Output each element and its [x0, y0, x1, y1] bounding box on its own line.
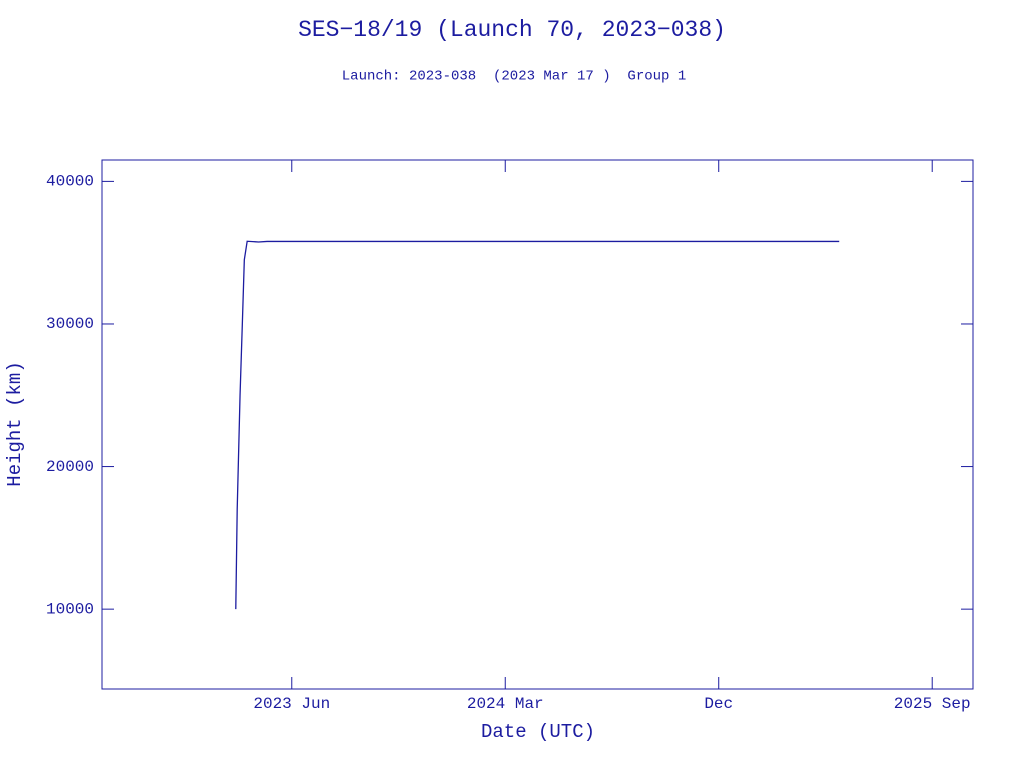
- y-tick-label: 30000: [46, 315, 94, 333]
- y-axis-label: Height (km): [4, 361, 26, 486]
- x-tick-label: 2023 Jun: [253, 695, 330, 713]
- x-tick-label: 2025 Sep: [894, 695, 971, 713]
- y-tick-label: 40000: [46, 173, 94, 191]
- series-line: [235, 240, 840, 610]
- chart-title: SES−18/19 (Launch 70, 2023−038): [298, 17, 726, 43]
- y-tick-label: 20000: [46, 458, 94, 476]
- x-tick-label: 2024 Mar: [467, 695, 544, 713]
- x-tick-label: Dec: [704, 695, 733, 713]
- chart-subtitle: Launch: 2023-038 (2023 Mar 17 ) Group 1: [342, 69, 686, 85]
- y-tick-label: 10000: [46, 600, 94, 618]
- plot-frame: [101, 159, 974, 690]
- x-axis-label: Date (UTC): [481, 721, 595, 743]
